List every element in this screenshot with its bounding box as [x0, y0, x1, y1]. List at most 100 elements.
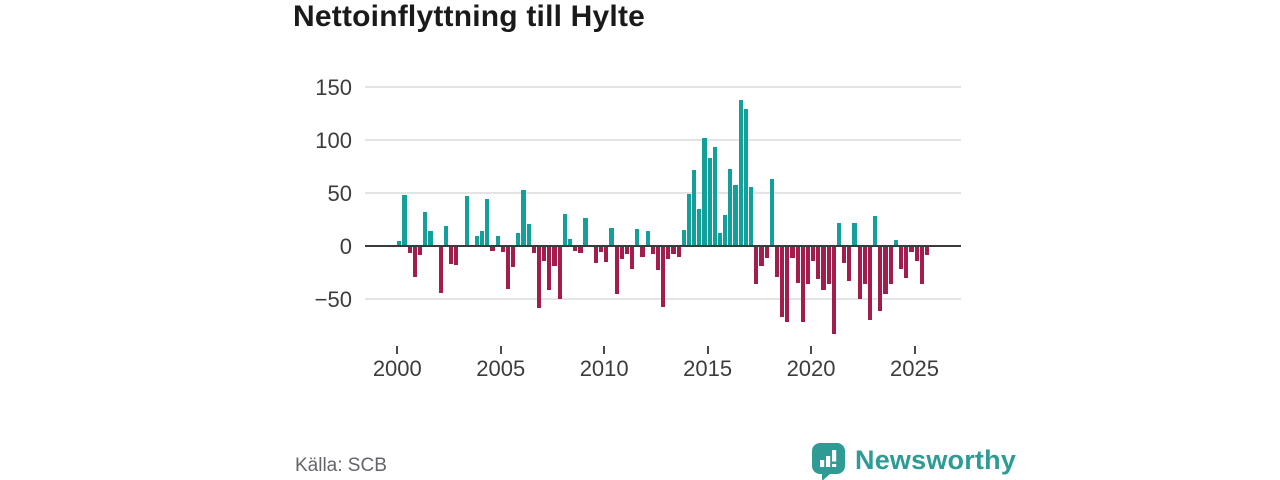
chart-bar-2006Q1 — [521, 189, 526, 246]
y-axis-labels: 150 100 50 0 −50 — [200, 75, 356, 340]
chart-bar-2024Q4 — [909, 247, 914, 253]
chart-bar-2022Q2 — [857, 247, 862, 299]
chart-title: Nettoinflyttning till Hylte — [293, 0, 646, 33]
chart-bar-2010Q3 — [614, 247, 619, 294]
chart-bar-2013Q1 — [666, 247, 671, 259]
chart-bar-2004Q1 — [480, 231, 485, 246]
chart-bar-2019Q2 — [795, 247, 800, 284]
chart-bar-2020Q2 — [816, 247, 821, 279]
chart-bar-2020Q3 — [821, 247, 826, 291]
chart-bar-2022Q4 — [867, 247, 873, 321]
chart-bar-2005Q3 — [511, 247, 516, 268]
chart-bar-2018Q3 — [780, 247, 785, 317]
gridline-y-100 — [365, 139, 961, 141]
chart-bar-2018Q2 — [774, 247, 780, 277]
x-tick-mark-2015 — [706, 346, 709, 354]
chart-bar-2025Q1 — [914, 247, 919, 261]
chart-bar-2007Q3 — [552, 247, 557, 267]
x-tick-label-2000: 2000 — [372, 356, 422, 381]
chart-bar-2022Q1 — [852, 222, 857, 246]
chart-bar-2014Q3 — [697, 208, 702, 246]
chart-bar-2004Q4 — [495, 236, 500, 246]
chart-bar-2002Q4 — [454, 247, 459, 266]
chart-bar-2023Q3 — [883, 247, 888, 294]
chart-bar-2011Q2 — [630, 247, 635, 270]
chart-bar-2021Q2 — [836, 222, 842, 246]
gridline-y-150 — [365, 86, 961, 88]
x-tick-mark-2005 — [499, 346, 502, 354]
chart-bar-2013Q4 — [681, 230, 686, 246]
x-tick-mark-2020 — [810, 346, 813, 354]
chart-bar-2017Q1 — [748, 186, 754, 246]
chart-bar-2024Q3 — [904, 247, 909, 278]
y-tick-label-0: 0 — [339, 234, 352, 259]
chart-bar-2015Q1 — [707, 158, 712, 246]
chart-bar-2015Q3 — [717, 233, 723, 246]
x-tick-label-2025: 2025 — [890, 356, 939, 381]
chart-bar-2004Q3 — [490, 247, 495, 252]
chart-bar-2005Q1 — [500, 247, 505, 253]
chart-bar-2001Q3 — [428, 231, 433, 246]
chart-bar-2003Q2 — [464, 196, 469, 246]
chart-bar-2024Q1 — [893, 239, 898, 246]
chart-bar-2000Q2 — [402, 195, 407, 246]
chart-bar-2016Q3 — [738, 99, 743, 246]
chart-bar-2011Q3 — [635, 229, 640, 246]
chart-bar-2006Q2 — [526, 223, 531, 246]
x-tick-mark-2010 — [603, 346, 606, 354]
chart-bar-2007Q2 — [547, 247, 552, 291]
chart-bar-2025Q2 — [919, 247, 924, 285]
chart-bar-2009Q3 — [593, 247, 599, 263]
chart-bar-2018Q4 — [785, 247, 790, 323]
chart-bar-2002Q3 — [449, 247, 454, 264]
chart-bar-2025Q3 — [924, 247, 930, 256]
chart-bar-2021Q3 — [842, 247, 847, 263]
chart-bar-2008Q4 — [578, 247, 583, 254]
y-tick-label-150: 150 — [315, 75, 352, 100]
chart-bar-2002Q1 — [438, 247, 443, 293]
x-tick-label-2015: 2015 — [683, 356, 733, 381]
x-tick-label-2020: 2020 — [786, 356, 836, 381]
chart-bar-2015Q2 — [712, 147, 717, 246]
chart-bar-2024Q2 — [898, 247, 904, 270]
chart-bar-2007Q4 — [557, 247, 562, 299]
chart-bar-2013Q3 — [676, 247, 681, 257]
y-tick-label-100: 100 — [315, 128, 352, 153]
chart-bar-2016Q1 — [728, 168, 733, 246]
chart-bar-2005Q2 — [505, 247, 511, 290]
chart-bar-2001Q2 — [423, 212, 428, 246]
chart-bar-2012Q3 — [655, 247, 661, 271]
chart-bar-2004Q2 — [485, 199, 490, 246]
chart-bar-2009Q1 — [583, 218, 588, 246]
chart-bar-2008Q1 — [562, 214, 567, 246]
chart-bar-2023Q4 — [888, 247, 893, 285]
chart-bar-2010Q4 — [619, 247, 624, 259]
chart-bar-2011Q1 — [624, 247, 630, 255]
chart-bar-2023Q2 — [878, 247, 883, 311]
gridline-y-50 — [365, 192, 961, 194]
chart-bar-2016Q4 — [743, 109, 748, 246]
newsworthy-logo: Newsworthy — [812, 443, 1016, 480]
chart-bar-2001Q1 — [417, 247, 423, 256]
chart-bar-2019Q3 — [800, 247, 805, 323]
chart-bar-2011Q4 — [640, 247, 645, 257]
chart-bar-2021Q4 — [847, 247, 852, 281]
chart-bar-2019Q4 — [805, 247, 811, 285]
chart-bar-2023Q1 — [873, 216, 878, 246]
chart-bar-2017Q2 — [754, 247, 759, 285]
chart-bar-2022Q3 — [862, 247, 867, 285]
chart-bar-2008Q2 — [567, 238, 573, 246]
y-tick-label-50: 50 — [327, 181, 352, 206]
chart-bar-2005Q4 — [516, 233, 521, 246]
source-label: Källa: SCB — [295, 455, 387, 476]
newsworthy-pin-icon — [812, 443, 845, 480]
chart-bar-2010Q1 — [604, 247, 609, 262]
chart-bar-2009Q4 — [599, 247, 604, 253]
chart-bar-2002Q2 — [443, 225, 449, 246]
chart-bar-2012Q2 — [650, 247, 655, 255]
y-tick-label--50: −50 — [314, 287, 352, 312]
chart-bar-2000Q4 — [412, 247, 417, 277]
chart-bar-2015Q4 — [723, 215, 728, 246]
chart-bar-2019Q1 — [790, 247, 795, 258]
